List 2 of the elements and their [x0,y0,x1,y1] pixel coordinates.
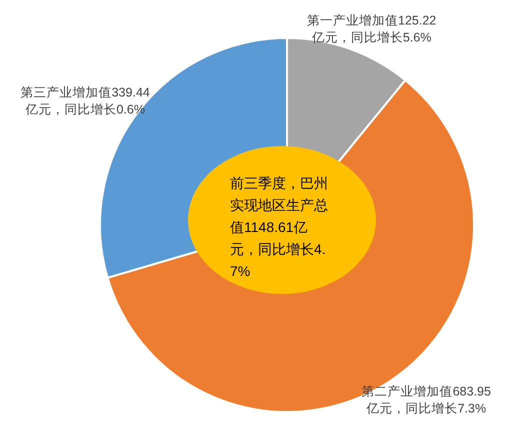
text: 前三季度，巴州实现地区生产总值1148.61亿元，同比增长4.7% [230,174,329,281]
slice-label: 第一产业增加值125.22 亿元，同比增长5.6% [307,14,436,45]
